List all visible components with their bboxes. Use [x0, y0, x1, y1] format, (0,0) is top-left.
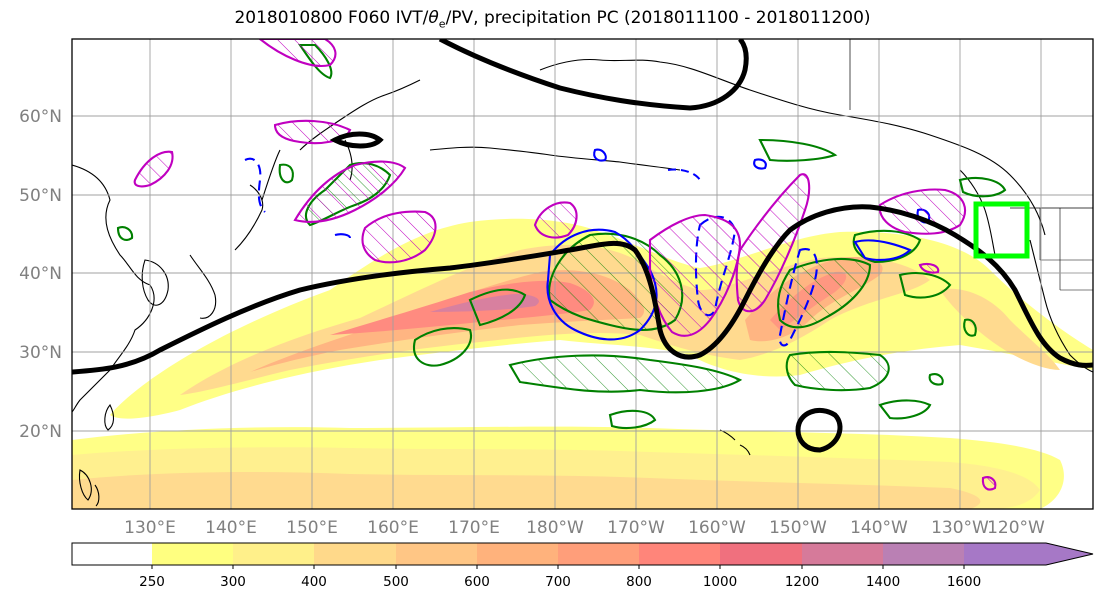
precip-contour: [898, 271, 952, 299]
precip-contour: [412, 326, 473, 367]
lat-label: 40°N: [19, 264, 62, 284]
asia-coast: [72, 164, 155, 413]
pv-contour: [258, 39, 337, 68]
colorbar-segment: [883, 543, 964, 565]
colorbar-label: 1600: [947, 574, 981, 590]
pv-contour: [981, 476, 997, 491]
precip-contour: [468, 288, 527, 327]
precip-contour: [116, 226, 134, 241]
lon-labels: 130°E 140°E 150°E 160°E 170°E 180°W 170°…: [124, 518, 1045, 538]
colorbar-segment: [72, 543, 152, 565]
lon-label: 140°E: [205, 518, 257, 538]
colorbar-segment: [639, 543, 720, 565]
colorbar-segment: [720, 543, 802, 565]
colorbar-label: 600: [464, 574, 490, 590]
theta-e-loop-contour: [795, 408, 843, 453]
lon-label: 160°W: [688, 518, 746, 538]
precip-contour: [785, 350, 890, 392]
lon-label: 150°W: [769, 518, 827, 538]
colorbar-segment: [314, 543, 396, 565]
alaska-coast: [539, 58, 1046, 236]
precip-neg-contour: [244, 157, 266, 213]
precip-contour: [608, 409, 657, 430]
lon-label: 130°W: [931, 518, 989, 538]
precip-contour: [928, 373, 944, 386]
lon-label: 130°E: [124, 518, 176, 538]
lat-labels: 60°N 50°N 40°N 30°N 20°N: [19, 107, 62, 442]
colorbar: 250 300 400 500 600 700 800 1000 1200 14…: [71, 542, 1094, 590]
precip-neg-contour: [753, 158, 767, 170]
pv-contour: [133, 150, 174, 188]
japan-coast: [189, 149, 281, 319]
colorbar-label: 700: [545, 574, 571, 590]
colorbar-label: 1200: [785, 574, 819, 590]
coastlines: [72, 39, 1093, 507]
precip-contour: [958, 176, 1007, 198]
lon-label: 140°W: [850, 518, 908, 538]
precip-contour: [508, 354, 743, 394]
lat-label: 50°N: [19, 186, 62, 206]
colorbar-segment: [152, 543, 233, 565]
precip-neg-contour: [853, 239, 912, 261]
pv-contour: [878, 188, 966, 235]
lon-label: 180°W: [526, 518, 584, 538]
precip-neg-contour: [593, 148, 607, 162]
colorbar-segment: [802, 543, 883, 565]
pv-contour: [648, 213, 742, 337]
lat-label: 30°N: [19, 343, 62, 363]
precip-contour: [878, 399, 932, 420]
philippines-coast: [78, 469, 100, 507]
lon-label: 170°W: [607, 518, 665, 538]
bc-coast: [959, 169, 996, 256]
map-title: 2018010800 F060 IVT/θe/PV, precipitation…: [234, 8, 871, 31]
precip-neg-contour: [778, 247, 818, 347]
lat-label: 20°N: [19, 422, 62, 442]
taiwan-coast: [104, 404, 115, 431]
colorbar-label: 250: [139, 574, 165, 590]
colorbar-label: 400: [301, 574, 327, 590]
theta-e-small-contour: [329, 131, 384, 149]
lat-label: 60°N: [19, 107, 62, 127]
pv-contours: [133, 39, 997, 491]
colorbar-label: 1400: [866, 574, 900, 590]
lon-label: 120°W: [987, 518, 1045, 538]
target-region-box: [973, 201, 1030, 259]
precip-contour: [963, 318, 977, 337]
colorbar-label: 300: [220, 574, 246, 590]
precip-contour: [278, 163, 294, 184]
colorbar-segment: [396, 543, 477, 565]
precip-contour: [776, 257, 872, 329]
colorbar-segment: [233, 543, 314, 565]
lon-label: 150°E: [286, 518, 338, 538]
ivt-band-north-1200: [430, 294, 539, 312]
colorbar-extend-triangle: [964, 543, 1093, 565]
pv-contour: [918, 262, 940, 274]
colorbar-label: 1000: [703, 574, 737, 590]
state-borders: [1039, 208, 1093, 291]
hawaii-islands: [719, 429, 751, 456]
precip-contour: [852, 229, 922, 264]
pv-contour: [533, 201, 578, 239]
theta-e-arctic-contour: [438, 39, 749, 111]
lon-label: 160°E: [367, 518, 419, 538]
colorbar-segment: [477, 543, 558, 565]
map-frame: [71, 38, 1094, 510]
pv-contour: [361, 210, 437, 264]
pv-contour: [293, 160, 407, 224]
colorbar-label: 500: [383, 574, 409, 590]
colorbar-outline: [71, 542, 1094, 566]
precip-neg-contour: [334, 233, 352, 239]
colorbar-segment: [558, 543, 639, 565]
map-panel: [72, 39, 1093, 509]
precip-neg-contour: [667, 168, 701, 181]
colorbar-label: 800: [626, 574, 652, 590]
lon-label: 170°E: [448, 518, 500, 538]
ivt-coastal-patch: [940, 288, 1060, 370]
korea-coast: [141, 259, 169, 306]
ivt-band-south-400: [72, 472, 981, 509]
precip-contour: [758, 138, 838, 162]
